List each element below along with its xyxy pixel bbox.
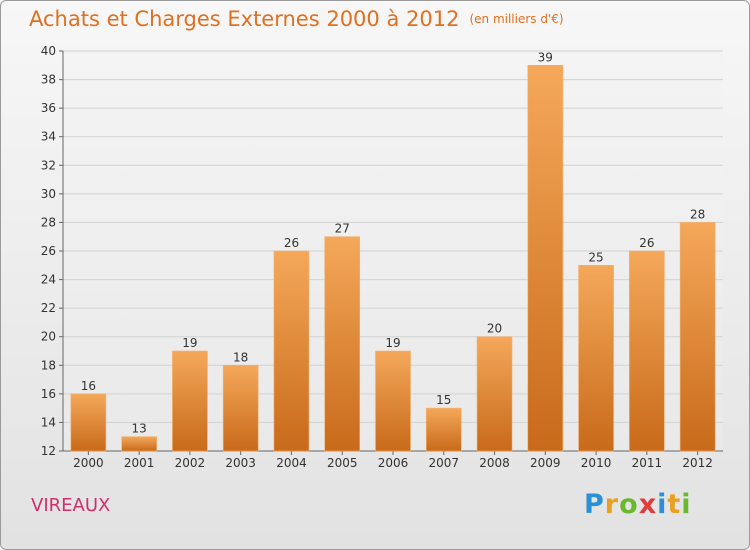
bar-2008 xyxy=(476,336,513,452)
y-tick-label: 26 xyxy=(41,244,56,258)
bar-2000 xyxy=(70,393,107,452)
data-label: 16 xyxy=(81,379,96,393)
bar-2003 xyxy=(222,364,259,452)
y-tick-label: 18 xyxy=(41,358,56,372)
y-tick-label: 38 xyxy=(41,73,56,87)
y-tick-label: 36 xyxy=(41,101,56,115)
chart-subtitle: (en milliers d'€) xyxy=(469,12,564,26)
logo-letter: i xyxy=(681,489,692,520)
bar-2006 xyxy=(375,350,411,452)
data-label: 20 xyxy=(487,322,502,336)
y-tick-label: 34 xyxy=(41,130,56,144)
data-labels: 16 13 19 18 26 27 19 15 20 39 25 26 28 xyxy=(81,50,706,435)
bar-2010 xyxy=(578,264,614,452)
data-label: 26 xyxy=(639,236,654,250)
proxiti-logo: Proxiti xyxy=(584,489,692,520)
chart-title: Achats et Charges Externes 2000 à 2012 (e… xyxy=(29,7,564,31)
bar-2012 xyxy=(679,222,716,452)
y-tick-label: 40 xyxy=(41,44,56,58)
chart-title-text: Achats et Charges Externes 2000 à 2012 xyxy=(29,7,460,31)
bar-2007 xyxy=(425,407,462,452)
y-tick-label: 22 xyxy=(41,301,56,315)
y-tick-label: 32 xyxy=(41,158,56,172)
location-label: VIREAUX xyxy=(31,495,111,516)
x-tick-label: 2001 xyxy=(124,456,155,470)
bar-2009 xyxy=(527,64,564,452)
data-label: 19 xyxy=(385,336,400,350)
data-label: 18 xyxy=(233,350,248,364)
data-label: 39 xyxy=(538,50,553,64)
data-label: 19 xyxy=(182,336,197,350)
logo-letter: i xyxy=(657,489,668,520)
y-tick-label: 30 xyxy=(41,187,56,201)
x-tick-label: 2004 xyxy=(276,456,307,470)
x-tick-label: 2011 xyxy=(632,456,663,470)
bar-2004 xyxy=(273,250,310,452)
y-tick-label: 16 xyxy=(41,387,56,401)
logo-letter: o xyxy=(619,489,639,520)
bars xyxy=(70,64,716,452)
x-tick-label: 2000 xyxy=(73,456,104,470)
data-label: 13 xyxy=(132,422,147,436)
x-tick-label: 2010 xyxy=(581,456,612,470)
y-tick-label: 14 xyxy=(41,415,56,429)
bar-2005 xyxy=(324,236,361,452)
bar-2001 xyxy=(121,436,157,452)
x-tick-label: 2002 xyxy=(175,456,206,470)
x-tick-label: 2012 xyxy=(682,456,713,470)
y-tick-label: 24 xyxy=(41,273,56,287)
logo-letter: x xyxy=(638,489,658,520)
data-label: 27 xyxy=(335,222,350,236)
bar-2011 xyxy=(629,250,665,452)
y-tick-label: 12 xyxy=(41,444,56,458)
data-label: 25 xyxy=(588,250,603,264)
x-tick-label: 2008 xyxy=(479,456,510,470)
x-tick-label: 2003 xyxy=(225,456,256,470)
logo-letter: r xyxy=(604,489,620,520)
bar-2002 xyxy=(172,350,208,452)
data-label: 26 xyxy=(284,236,299,250)
x-tick-label: 2006 xyxy=(378,456,409,470)
data-label: 28 xyxy=(690,207,705,221)
x-tick-label: 2009 xyxy=(530,456,561,470)
y-tick-label: 28 xyxy=(41,215,56,229)
x-tick-label: 2005 xyxy=(327,456,358,470)
logo-letter: t xyxy=(667,489,682,520)
x-tick-label: 2007 xyxy=(428,456,459,470)
logo-letter: P xyxy=(584,489,605,520)
data-label: 15 xyxy=(436,393,451,407)
y-tick-label: 20 xyxy=(41,330,56,344)
